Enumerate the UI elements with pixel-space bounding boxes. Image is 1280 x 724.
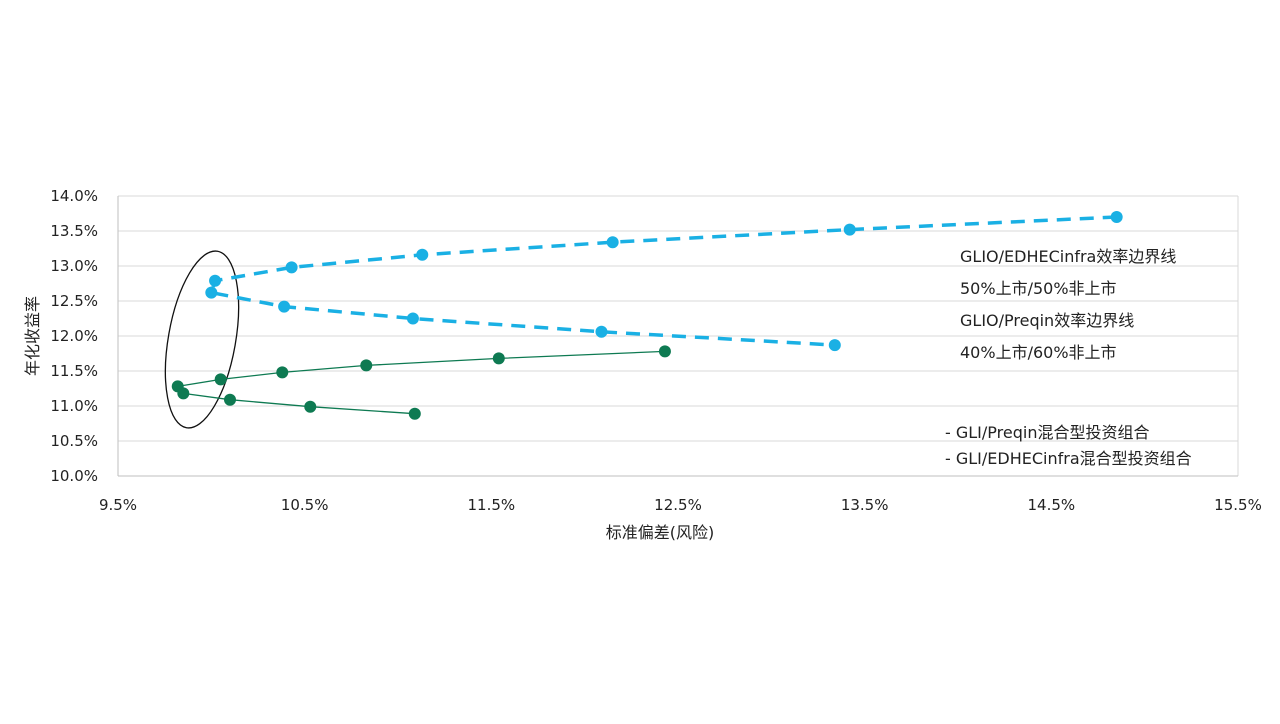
x-tick-label: 12.5% bbox=[654, 496, 702, 514]
x-tick-label: 15.5% bbox=[1214, 496, 1262, 514]
legend: - GLI/Preqin混合型投资组合 - GLI/EDHECinfra混合型投… bbox=[945, 423, 1192, 468]
y-axis-title: 年化收益率 bbox=[23, 296, 42, 376]
y-tick-label: 14.0% bbox=[50, 187, 98, 205]
series-0-point-1 bbox=[843, 223, 856, 236]
series-1-point-8 bbox=[304, 400, 317, 413]
highlight-ellipse-group bbox=[164, 250, 240, 429]
series-1-point-9 bbox=[408, 407, 421, 420]
y-tick-label: 10.0% bbox=[50, 467, 98, 485]
x-axis-title: 标准偏差(风险) bbox=[606, 523, 715, 542]
series-0-point-2 bbox=[606, 236, 619, 249]
series-0-point-9 bbox=[595, 325, 608, 338]
tick-labels: 10.0% 10.5% 11.0% 11.5% 12.0% 12.5% 13.0% 13.5%… bbox=[50, 187, 1261, 514]
y-tick-label: 13.5% bbox=[50, 222, 98, 240]
axes bbox=[117, 196, 1238, 477]
x-tick-label: 10.5% bbox=[281, 496, 329, 514]
annotation-edhec-mix: 50%上市/50%非上市 bbox=[960, 279, 1117, 298]
annotation-group: GLIO/EDHECinfra效率边界线 50%上市/50%非上市 GLIO/P… bbox=[960, 247, 1176, 362]
series-0-point-4 bbox=[285, 261, 298, 274]
x-tick-label: 9.5% bbox=[99, 496, 137, 514]
x-tick-label: 11.5% bbox=[468, 496, 516, 514]
legend-entry-preqin: - GLI/Preqin混合型投资组合 bbox=[945, 423, 1149, 442]
y-tick-label: 11.5% bbox=[50, 362, 98, 380]
x-tick-label: 14.5% bbox=[1028, 496, 1076, 514]
annotation-preqin-frontier: GLIO/Preqin效率边界线 bbox=[960, 311, 1134, 330]
x-tick-label: 13.5% bbox=[841, 496, 889, 514]
series-group bbox=[171, 211, 1123, 420]
series-0-point-0 bbox=[1110, 211, 1123, 223]
y-tick-label: 13.0% bbox=[50, 257, 98, 275]
series-1-point-3 bbox=[276, 366, 289, 379]
series-0-point-10 bbox=[828, 339, 841, 352]
series-1-point-1 bbox=[492, 352, 505, 365]
series-0-point-5 bbox=[209, 274, 222, 287]
series-0-point-7 bbox=[278, 300, 291, 313]
highlight-ellipse bbox=[164, 250, 240, 429]
series-1-point-2 bbox=[360, 359, 373, 372]
annotation-preqin-mix: 40%上市/60%非上市 bbox=[960, 343, 1117, 362]
series-0-point-3 bbox=[416, 248, 429, 261]
series-line-1 bbox=[177, 350, 665, 415]
series-0-point-8 bbox=[406, 312, 419, 325]
legend-entry-edhec: - GLI/EDHECinfra混合型投资组合 bbox=[945, 449, 1192, 468]
series-0-point-6 bbox=[205, 286, 218, 299]
series-1-point-7 bbox=[224, 393, 236, 406]
series-1-point-4 bbox=[214, 373, 227, 386]
annotation-edhec-frontier: GLIO/EDHECinfra效率边界线 bbox=[960, 247, 1176, 266]
series-1-point-6 bbox=[177, 387, 190, 400]
y-tick-label: 11.0% bbox=[50, 397, 98, 415]
y-tick-label: 12.5% bbox=[50, 292, 98, 310]
y-tick-label: 12.0% bbox=[50, 327, 98, 345]
series-1-point-0 bbox=[658, 345, 671, 358]
y-tick-label: 10.5% bbox=[50, 432, 98, 450]
